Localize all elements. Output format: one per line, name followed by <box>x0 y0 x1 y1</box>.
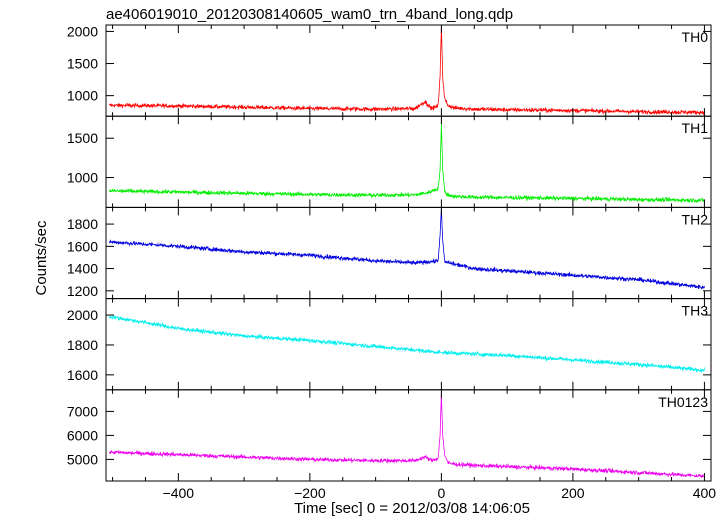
y-tick-label: 1600 <box>67 238 98 254</box>
series-line-th0 <box>109 25 705 116</box>
series-line-th3 <box>108 314 705 374</box>
y-tick-label: 1800 <box>67 337 98 353</box>
series-line-th2 <box>108 208 705 290</box>
y-tick-label: 1000 <box>67 170 98 186</box>
y-tick-label: 5000 <box>67 451 98 467</box>
y-tick-label: 1800 <box>67 216 98 232</box>
series-line-th1 <box>109 122 705 204</box>
panel-label: TH0 <box>682 29 709 45</box>
panels: 1000 1500 2000 TH0 1000 1500 TH1 1200 1400 1600 18… <box>67 23 712 482</box>
x-axis-label: Time [sec] 0 = 2012/03/08 14:06:05 <box>294 500 530 516</box>
panel-th1: 1000 1500 TH1 <box>67 115 712 208</box>
y-tick-label: 6000 <box>67 427 98 443</box>
y-tick-label: 1600 <box>67 367 98 383</box>
panel-frame <box>105 24 712 117</box>
x-tick-label: −400 <box>163 485 195 501</box>
y-tick-label: 1500 <box>67 130 98 146</box>
panel-label: TH0123 <box>658 394 708 410</box>
y-axis-label: Counts/sec <box>33 220 50 296</box>
panel-th0: 1000 1500 2000 TH0 <box>67 23 712 117</box>
panel-frame <box>105 389 712 482</box>
series-line-th0123 <box>109 392 705 478</box>
y-tick-label: 1400 <box>67 261 98 277</box>
x-tick-labels: −400 −200 0 200 400 <box>163 485 717 501</box>
panel-th2: 1200 1400 1600 1800 TH2 <box>67 206 712 300</box>
panel-th3: 1600 1800 2000 TH3 <box>67 298 712 391</box>
panel-label: TH3 <box>682 303 709 319</box>
y-tick-label: 2000 <box>67 307 98 323</box>
x-tick-label: −200 <box>294 485 326 501</box>
panel-frame <box>105 206 712 300</box>
y-tick-label: 7000 <box>67 403 98 419</box>
panel-th0123: 5000 6000 7000 TH0123 <box>67 389 712 482</box>
panel-frame <box>105 298 712 391</box>
x-tick-label: 0 <box>437 485 445 501</box>
y-tick-label: 1200 <box>67 283 98 299</box>
x-tick-label: 200 <box>561 485 585 501</box>
panel-label: TH2 <box>682 211 709 227</box>
y-tick-label: 2000 <box>67 23 98 39</box>
x-tick-label: 400 <box>693 485 717 501</box>
panel-label: TH1 <box>682 120 709 136</box>
y-tick-label: 1500 <box>67 56 98 72</box>
chart-title: ae406019010_20120308140605_wam0_trn_4ban… <box>106 6 513 23</box>
y-tick-label: 1000 <box>67 88 98 104</box>
